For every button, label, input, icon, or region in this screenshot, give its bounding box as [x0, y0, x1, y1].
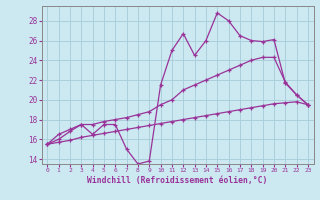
X-axis label: Windchill (Refroidissement éolien,°C): Windchill (Refroidissement éolien,°C) [87, 176, 268, 185]
